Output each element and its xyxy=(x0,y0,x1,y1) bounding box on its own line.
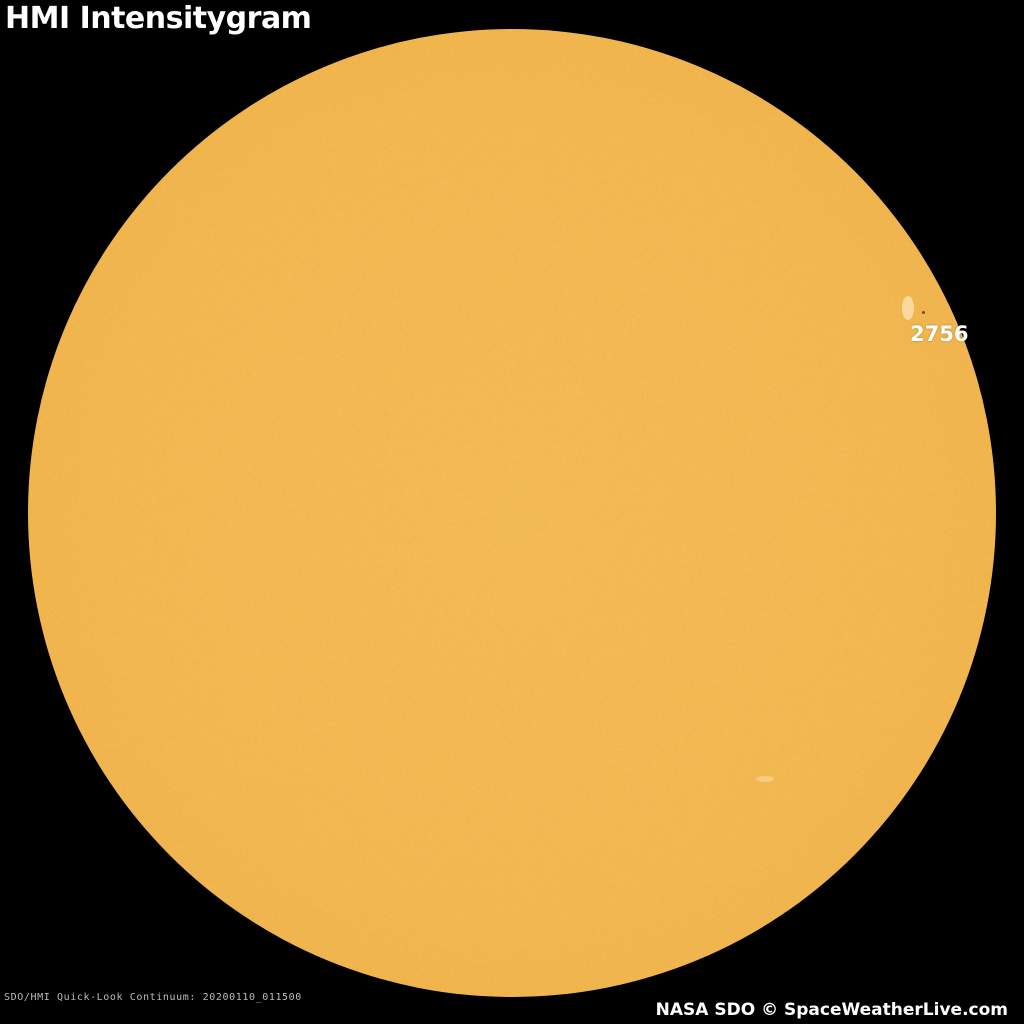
granulation-texture xyxy=(28,29,996,997)
plage-region xyxy=(902,296,914,320)
image-metadata: SDO/HMI Quick-Look Continuum: 20200110_0… xyxy=(4,992,302,1003)
active-region-label: 2756 xyxy=(910,322,968,346)
sunspot xyxy=(922,311,925,314)
image-title: HMI Intensitygram xyxy=(5,1,311,36)
plage-region xyxy=(756,776,774,782)
image-credit: NASA SDO © SpaceWeatherLive.com xyxy=(656,1000,1008,1020)
